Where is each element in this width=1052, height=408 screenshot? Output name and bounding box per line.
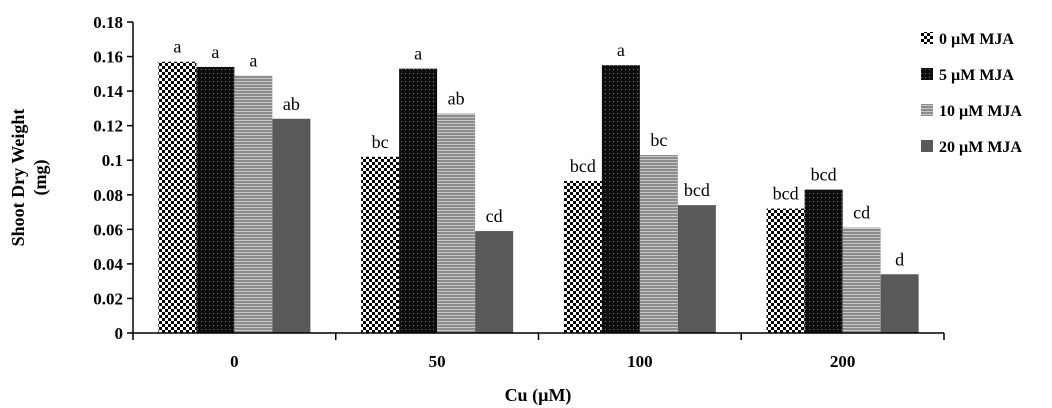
bar xyxy=(880,274,919,333)
legend-label: 20 µM MJA xyxy=(939,139,1022,156)
y-tick-label: 0.02 xyxy=(93,289,123,308)
x-tick-label: 50 xyxy=(429,352,446,371)
significance-label: bc xyxy=(650,130,667,150)
significance-label: bcd xyxy=(811,165,837,185)
y-axis-title-line: (mg) xyxy=(30,160,51,196)
y-tick-label: 0.16 xyxy=(93,48,123,67)
significance-label: bcd xyxy=(684,180,710,200)
significance-label: bcd xyxy=(773,184,799,204)
bars xyxy=(158,61,919,334)
y-tick-label: 0.12 xyxy=(93,117,123,136)
y-axis-title-line: Shoot Dry Weight xyxy=(8,109,28,247)
legend-swatch xyxy=(921,104,933,116)
significance-label: bcd xyxy=(570,156,596,176)
bar xyxy=(563,180,602,333)
y-tick-label: 0.14 xyxy=(93,82,123,101)
y-tick-label: 0.18 xyxy=(93,13,123,32)
y-axis-title: Shoot Dry Weight (mg) xyxy=(8,109,51,247)
bar xyxy=(677,205,716,333)
significance-label: a xyxy=(249,51,257,71)
x-tick-label: 200 xyxy=(830,352,856,371)
y-tick-label: 0.08 xyxy=(93,186,123,205)
y-axis-ticks: 0 0.02 0.04 0.06 0.08 0.1 0.12 0.14 0.16 0.18 xyxy=(93,13,133,343)
x-tick-label: 0 xyxy=(230,352,239,371)
legend-label: 5 µM MJA xyxy=(939,67,1014,84)
significance-label: cd xyxy=(853,203,870,223)
axes xyxy=(132,22,945,340)
legend-swatch xyxy=(921,68,933,80)
significance-label: a xyxy=(173,37,181,57)
significance-label: cd xyxy=(486,206,503,226)
legend-item: 5 µM MJA xyxy=(921,67,1014,84)
y-tick-label: 0.1 xyxy=(102,151,123,170)
significance-label: a xyxy=(211,42,219,62)
significance-label: a xyxy=(414,44,422,64)
bar xyxy=(158,61,197,333)
legend-item: 10 µM MJA xyxy=(921,103,1022,120)
significance-label: bc xyxy=(372,132,389,152)
bar xyxy=(639,155,678,333)
y-tick-label: 0.04 xyxy=(93,255,123,274)
legend: 0 µM MJA 5 µM MJA 10 µM MJA 20 µM MJA xyxy=(921,31,1022,156)
legend-label: 0 µM MJA xyxy=(939,31,1014,48)
bar xyxy=(399,68,438,334)
bar xyxy=(804,189,843,333)
legend-label: 10 µM MJA xyxy=(939,103,1022,120)
bar xyxy=(766,208,805,333)
significance-label: ab xyxy=(283,94,300,114)
bar xyxy=(437,113,476,333)
x-axis-title: Cu (µM) xyxy=(505,385,572,406)
legend-item: 0 µM MJA xyxy=(921,31,1014,48)
significance-label: a xyxy=(617,40,625,60)
bar xyxy=(234,75,273,334)
bar xyxy=(272,118,311,333)
legend-swatch xyxy=(921,140,933,152)
y-tick-label: 0 xyxy=(115,324,124,343)
x-tick-label: 100 xyxy=(627,352,653,371)
significance-label: ab xyxy=(448,89,465,109)
bar xyxy=(842,227,881,333)
y-tick-label: 0.06 xyxy=(93,220,123,239)
significance-label: d xyxy=(895,249,904,269)
legend-swatch xyxy=(921,32,933,44)
bar xyxy=(196,66,235,333)
bar xyxy=(601,65,640,333)
bar xyxy=(475,231,514,333)
bar xyxy=(361,156,400,333)
x-axis-ticks: 0 50 100 200 xyxy=(230,352,855,371)
legend-item: 20 µM MJA xyxy=(921,139,1022,156)
